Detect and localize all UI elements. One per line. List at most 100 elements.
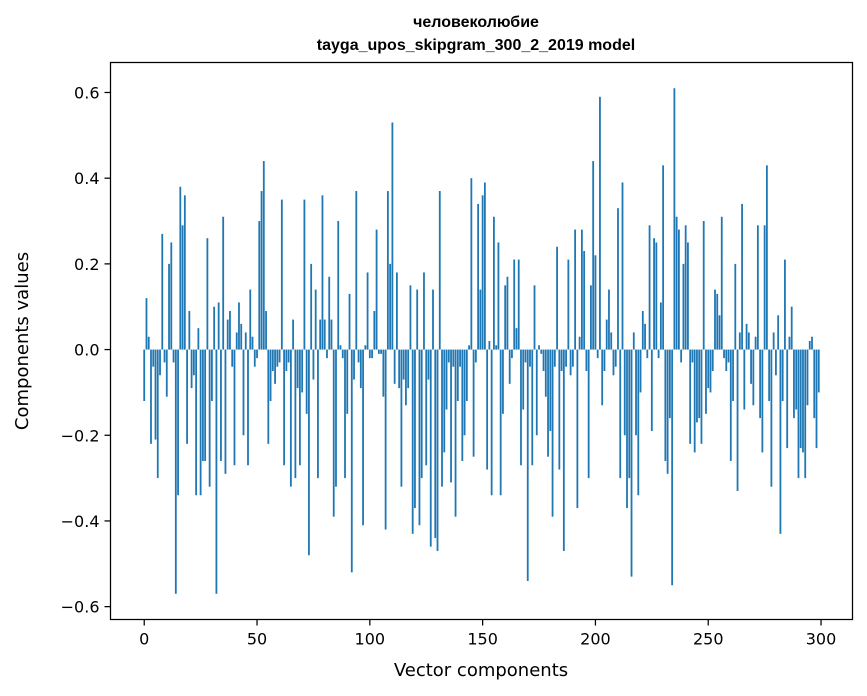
x-tick-label: 150 xyxy=(467,630,498,649)
bar xyxy=(269,349,272,401)
bar xyxy=(450,349,452,483)
bar xyxy=(391,122,394,350)
bar xyxy=(400,349,403,487)
bar xyxy=(463,349,466,436)
bar xyxy=(314,289,317,350)
bar xyxy=(596,349,599,359)
bar xyxy=(709,349,712,393)
bar xyxy=(535,349,538,436)
bar xyxy=(368,349,371,359)
bar xyxy=(626,349,628,509)
bar xyxy=(283,349,285,466)
bar xyxy=(533,285,536,350)
bar xyxy=(285,349,288,371)
bar xyxy=(294,349,297,479)
bar xyxy=(414,349,416,509)
bar xyxy=(386,191,389,350)
bar xyxy=(499,349,502,496)
plot-frame xyxy=(109,61,854,621)
bar xyxy=(793,349,795,419)
bar xyxy=(197,328,200,350)
bar xyxy=(425,349,428,466)
bar xyxy=(161,233,164,350)
bar xyxy=(238,302,240,350)
bar xyxy=(759,349,762,419)
bar xyxy=(445,349,448,410)
bar xyxy=(434,349,437,539)
bar xyxy=(224,349,227,474)
bar xyxy=(687,242,689,350)
bar xyxy=(714,289,716,350)
bar xyxy=(693,349,696,453)
x-tick-label: 100 xyxy=(355,630,386,649)
bar xyxy=(247,349,249,466)
bar xyxy=(251,336,254,350)
bar xyxy=(741,203,743,350)
bar xyxy=(373,311,376,350)
bar xyxy=(524,349,527,363)
y-tick-label: 0.6 xyxy=(74,83,99,102)
bar xyxy=(310,263,313,350)
bar xyxy=(355,191,358,350)
bar xyxy=(689,349,692,444)
bar xyxy=(206,238,209,350)
bar xyxy=(332,349,335,517)
bar xyxy=(497,242,500,350)
bar xyxy=(265,311,267,350)
bar xyxy=(260,191,263,350)
bar xyxy=(635,349,637,436)
bar xyxy=(348,293,351,350)
bar xyxy=(461,349,464,461)
bar xyxy=(617,208,619,350)
bar xyxy=(344,349,346,479)
bar xyxy=(544,349,547,397)
bar xyxy=(678,229,680,350)
bar xyxy=(653,238,655,350)
bar xyxy=(280,199,283,350)
bar xyxy=(229,311,231,350)
bar xyxy=(156,349,159,479)
bar xyxy=(781,349,784,401)
bar xyxy=(443,349,446,453)
y-tick-label: −0.4 xyxy=(61,512,100,531)
bar xyxy=(364,345,367,350)
bar xyxy=(511,349,513,359)
bar xyxy=(195,349,198,496)
bar xyxy=(244,332,247,350)
bar xyxy=(249,289,252,350)
bar xyxy=(648,225,651,350)
bar xyxy=(168,263,170,350)
x-tick-label: 300 xyxy=(806,630,837,649)
bar xyxy=(201,349,204,461)
bar xyxy=(186,349,188,444)
bar xyxy=(668,349,671,419)
bar xyxy=(779,349,782,534)
bar xyxy=(393,349,396,384)
bar xyxy=(256,349,258,359)
bar xyxy=(526,349,529,581)
bar xyxy=(454,349,457,517)
bar xyxy=(177,349,179,496)
bar xyxy=(416,289,419,350)
bar xyxy=(470,178,473,350)
bar xyxy=(474,349,477,363)
bar xyxy=(770,349,773,487)
bar xyxy=(734,263,737,350)
bar xyxy=(326,349,328,359)
bar xyxy=(504,285,507,350)
bar xyxy=(623,349,626,436)
bar xyxy=(287,349,290,363)
bar xyxy=(407,349,410,389)
bar xyxy=(788,336,791,350)
bar xyxy=(477,203,480,350)
bar xyxy=(154,349,157,440)
bar xyxy=(147,336,150,350)
bar xyxy=(346,349,349,414)
bar xyxy=(296,349,299,389)
bar xyxy=(553,349,556,367)
bar xyxy=(752,349,755,406)
bar xyxy=(723,349,725,359)
bar xyxy=(432,289,434,350)
bar xyxy=(655,242,658,350)
bar xyxy=(775,349,777,376)
